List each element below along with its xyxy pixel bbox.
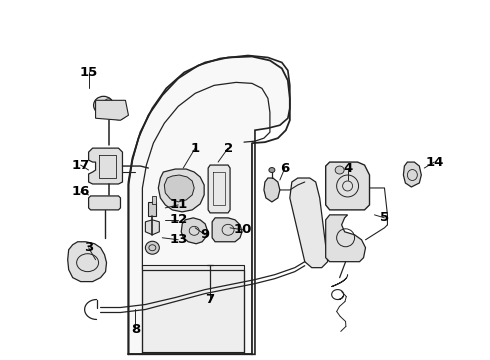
Text: 15: 15 <box>79 66 98 79</box>
Text: 8: 8 <box>131 323 140 336</box>
Polygon shape <box>403 162 421 187</box>
Polygon shape <box>89 148 122 184</box>
Ellipse shape <box>111 105 126 120</box>
Polygon shape <box>164 175 194 202</box>
Polygon shape <box>326 215 366 262</box>
Bar <box>152 196 156 204</box>
Polygon shape <box>89 196 121 210</box>
Text: 3: 3 <box>84 241 93 254</box>
Polygon shape <box>158 169 204 212</box>
Ellipse shape <box>146 241 159 254</box>
Polygon shape <box>264 178 280 202</box>
Polygon shape <box>181 218 207 244</box>
Polygon shape <box>68 242 106 282</box>
Text: 11: 11 <box>169 198 187 211</box>
Text: 9: 9 <box>200 228 210 241</box>
Ellipse shape <box>335 166 344 174</box>
Text: 7: 7 <box>206 293 215 306</box>
Text: 5: 5 <box>380 211 389 224</box>
Text: 14: 14 <box>425 156 443 168</box>
Text: 13: 13 <box>169 233 188 246</box>
Text: 10: 10 <box>234 223 252 236</box>
Polygon shape <box>212 218 242 242</box>
Polygon shape <box>96 100 128 120</box>
Text: 6: 6 <box>280 162 290 175</box>
Text: 4: 4 <box>343 162 352 175</box>
Bar <box>143 265 244 352</box>
Ellipse shape <box>269 167 275 172</box>
Polygon shape <box>208 165 230 213</box>
Polygon shape <box>128 55 290 354</box>
Ellipse shape <box>94 96 114 114</box>
Polygon shape <box>146 220 159 235</box>
Text: 16: 16 <box>72 185 90 198</box>
Text: 17: 17 <box>72 158 90 172</box>
Text: 12: 12 <box>169 213 187 226</box>
Text: 1: 1 <box>191 141 200 155</box>
Polygon shape <box>290 178 328 268</box>
Polygon shape <box>326 162 369 210</box>
Text: 2: 2 <box>223 141 233 155</box>
Bar <box>148 202 156 216</box>
